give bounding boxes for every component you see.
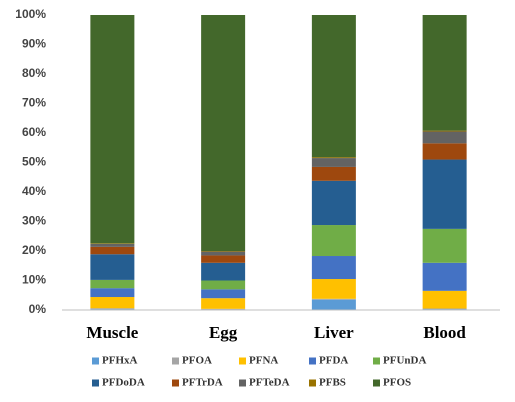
bar-segment <box>311 180 356 226</box>
bar-segment <box>422 15 467 131</box>
legend-swatch <box>92 379 99 387</box>
y-tick-label: 100% <box>15 7 46 21</box>
bar-segment <box>422 159 467 229</box>
legend-label: PFDoDA <box>102 377 145 389</box>
y-tick-label: 60% <box>22 125 46 139</box>
bar-segment <box>311 157 356 159</box>
legend-swatch <box>373 357 380 365</box>
bar-segment <box>311 225 356 257</box>
legend-swatch <box>239 357 246 365</box>
bar-segment <box>201 15 246 251</box>
x-tick-label: Liver <box>314 323 354 342</box>
y-tick-label: 80% <box>22 66 46 80</box>
legend-label: PFNA <box>249 355 278 367</box>
y-tick-label: 70% <box>22 96 46 110</box>
legend-label: PFTrDA <box>182 377 223 389</box>
legend-label: PFBS <box>319 377 346 389</box>
x-tick-label: Blood <box>423 323 466 342</box>
bar-segment <box>311 279 356 299</box>
bar-segment <box>311 166 356 181</box>
y-tick-label: 10% <box>22 273 46 287</box>
y-tick-label: 0% <box>29 302 47 316</box>
bar-segment <box>422 290 467 309</box>
bar-segment <box>201 255 246 263</box>
bar-segment <box>311 256 356 280</box>
bar-segment <box>90 308 135 310</box>
bar-segment <box>201 251 246 252</box>
legend-swatch <box>92 357 99 365</box>
legend-swatch <box>373 379 380 387</box>
bar-segment <box>90 279 135 289</box>
bar-segment <box>201 280 246 290</box>
legend-label: PFTeDA <box>249 377 290 389</box>
bar-segment <box>90 297 135 309</box>
bar-segment <box>201 251 246 256</box>
y-tick-label: 30% <box>22 214 46 228</box>
bar-segment <box>90 243 135 247</box>
legend-swatch <box>172 379 179 387</box>
bar-segment <box>90 254 135 280</box>
x-tick-label: Muscle <box>86 323 138 342</box>
y-tick-label: 90% <box>22 37 46 51</box>
x-tick-label: Egg <box>209 323 238 342</box>
bar-segment <box>90 15 135 244</box>
bar-segment <box>422 228 467 263</box>
legend-label: PFOA <box>182 355 212 367</box>
bar-segment <box>201 298 246 309</box>
bar-segment <box>311 158 356 167</box>
bar-segment <box>201 289 246 299</box>
bar-segment <box>422 262 467 291</box>
legend-label: PFOS <box>383 377 411 389</box>
bar-segment <box>311 15 356 158</box>
legend-swatch <box>172 357 179 365</box>
y-tick-label: 40% <box>22 184 46 198</box>
legend-label: PFHxA <box>102 355 137 367</box>
bar-segment <box>422 131 467 144</box>
bar-segment <box>90 243 135 244</box>
bar-segment <box>311 298 356 300</box>
legend-swatch <box>239 379 246 387</box>
legend-label: PFDA <box>319 355 348 367</box>
legend-swatch <box>309 379 316 387</box>
bar-segment <box>422 308 467 310</box>
bar-segment <box>201 308 246 310</box>
y-tick-label: 50% <box>22 155 46 169</box>
legend-swatch <box>309 357 316 365</box>
bar-segment <box>422 143 467 160</box>
bar-segment <box>201 262 246 281</box>
y-tick-label: 20% <box>22 243 46 257</box>
bar-segment <box>90 246 135 255</box>
bar-segment <box>90 288 135 298</box>
legend-label: PFUnDA <box>383 355 426 367</box>
bar-segment <box>311 299 356 310</box>
bar-segment <box>422 130 467 132</box>
